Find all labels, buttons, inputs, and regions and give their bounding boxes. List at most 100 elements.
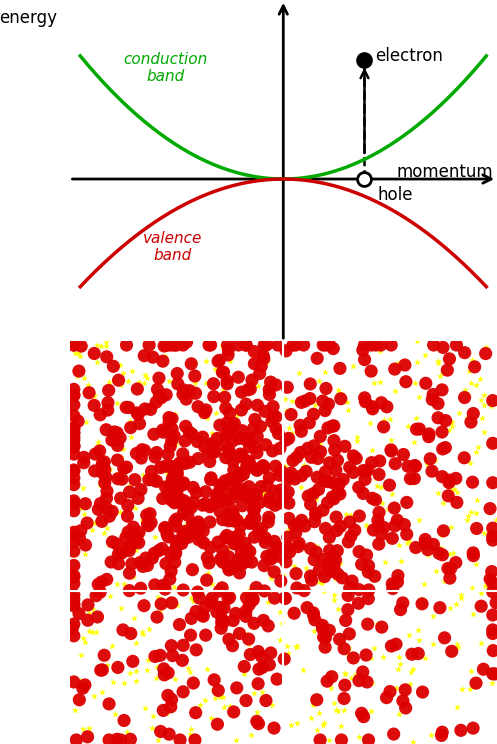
Point — [70, 498, 78, 510]
Point — [185, 728, 193, 740]
Point — [295, 368, 303, 379]
Point — [70, 440, 78, 452]
Point — [297, 426, 305, 437]
Point — [309, 699, 317, 711]
Point — [365, 560, 373, 572]
Point — [233, 487, 241, 499]
Point — [330, 434, 338, 446]
Point — [124, 542, 132, 554]
Point — [164, 690, 172, 702]
Point — [167, 701, 175, 713]
Point — [153, 446, 161, 458]
Point — [336, 387, 344, 399]
Point — [290, 607, 298, 619]
Point — [120, 714, 128, 726]
Point — [83, 731, 91, 743]
Point — [171, 548, 179, 560]
Point — [175, 457, 183, 469]
Point — [104, 397, 112, 408]
Point — [96, 409, 104, 421]
Point — [124, 375, 132, 387]
Point — [250, 531, 258, 543]
Point — [377, 539, 385, 551]
Point — [375, 538, 383, 550]
Point — [477, 637, 485, 649]
Point — [98, 516, 106, 527]
Point — [482, 580, 490, 591]
Point — [250, 504, 258, 516]
Point — [218, 613, 226, 625]
Point — [398, 513, 406, 525]
Point — [263, 356, 271, 368]
Point — [110, 426, 118, 438]
Point — [218, 479, 226, 491]
Point — [374, 514, 382, 526]
Point — [188, 564, 196, 576]
Point — [265, 511, 273, 523]
Point — [188, 518, 196, 530]
Point — [171, 547, 179, 559]
Point — [363, 366, 371, 378]
Point — [173, 484, 181, 496]
Point — [368, 444, 376, 456]
Point — [191, 388, 199, 400]
Point — [254, 646, 262, 658]
Point — [368, 676, 376, 688]
Point — [330, 420, 338, 432]
Point — [252, 463, 260, 475]
Point — [408, 648, 416, 660]
Point — [232, 734, 240, 744]
Point — [113, 454, 121, 466]
Point — [364, 464, 372, 476]
Point — [186, 667, 194, 679]
Point — [250, 687, 258, 699]
Point — [367, 705, 375, 717]
Point — [79, 682, 87, 694]
Point — [261, 532, 269, 544]
Point — [344, 536, 352, 548]
Point — [480, 664, 488, 676]
Point — [255, 368, 263, 379]
Point — [232, 629, 240, 641]
Point — [466, 683, 474, 695]
Point — [128, 539, 136, 551]
Point — [472, 677, 480, 689]
Point — [223, 484, 231, 496]
Point — [229, 615, 237, 626]
Point — [388, 533, 396, 545]
Point — [238, 489, 246, 501]
Point — [404, 461, 412, 472]
Point — [220, 701, 228, 713]
Point — [248, 493, 255, 505]
Point — [149, 447, 157, 459]
Point — [240, 554, 248, 566]
Point — [140, 563, 148, 575]
Point — [97, 515, 105, 527]
Point — [131, 501, 139, 513]
Point — [139, 629, 147, 641]
Point — [340, 643, 348, 655]
Point — [235, 554, 243, 565]
Point — [403, 528, 411, 540]
Point — [365, 584, 373, 596]
Point — [312, 539, 320, 551]
Point — [366, 652, 374, 664]
Point — [469, 608, 477, 620]
Point — [403, 537, 411, 549]
Point — [125, 585, 133, 597]
Point — [262, 439, 270, 451]
Point — [293, 451, 301, 463]
Point — [277, 575, 285, 587]
Point — [103, 522, 111, 533]
Point — [293, 519, 301, 530]
Point — [417, 593, 425, 605]
Point — [374, 520, 382, 532]
Point — [403, 496, 411, 508]
Point — [159, 426, 167, 438]
Point — [160, 340, 168, 352]
Point — [216, 479, 224, 491]
Point — [155, 728, 163, 740]
Point — [468, 353, 476, 365]
Point — [271, 592, 279, 604]
Point — [189, 504, 197, 516]
